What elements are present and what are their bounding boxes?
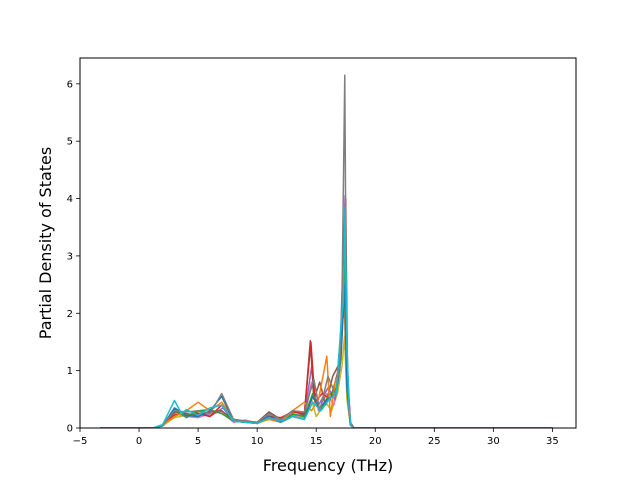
y-tick-label: 3 [67, 251, 73, 262]
x-tick-label: −5 [73, 436, 88, 447]
x-tick-label: 10 [251, 436, 264, 447]
plot-frame [79, 57, 577, 429]
y-tick-label: 2 [67, 309, 73, 320]
x-tick-label: 15 [310, 436, 323, 447]
series-line-8 [100, 283, 553, 428]
y-tick-label: 4 [67, 194, 73, 205]
x-axis-label: Frequency (THz) [263, 456, 393, 475]
series-line-10 [100, 206, 553, 428]
x-tick-label: 20 [369, 436, 382, 447]
y-tick-label: 5 [67, 137, 73, 148]
y-tick-label: 0 [67, 424, 73, 435]
x-tick-label: 35 [546, 436, 559, 447]
y-axis-label: Partial Density of States [36, 147, 55, 339]
series-layer [100, 74, 553, 428]
y-tick-label: 6 [67, 79, 73, 90]
y-axis: 0 1 2 3 4 5 6 [67, 79, 80, 435]
x-axis: −5 0 5 10 15 20 25 30 35 [73, 428, 559, 447]
x-tick-label: 0 [136, 436, 142, 447]
x-tick-label: 5 [195, 436, 201, 447]
x-tick-label: 30 [487, 436, 500, 447]
x-tick-label: 25 [428, 436, 441, 447]
y-tick-label: 1 [67, 366, 73, 377]
